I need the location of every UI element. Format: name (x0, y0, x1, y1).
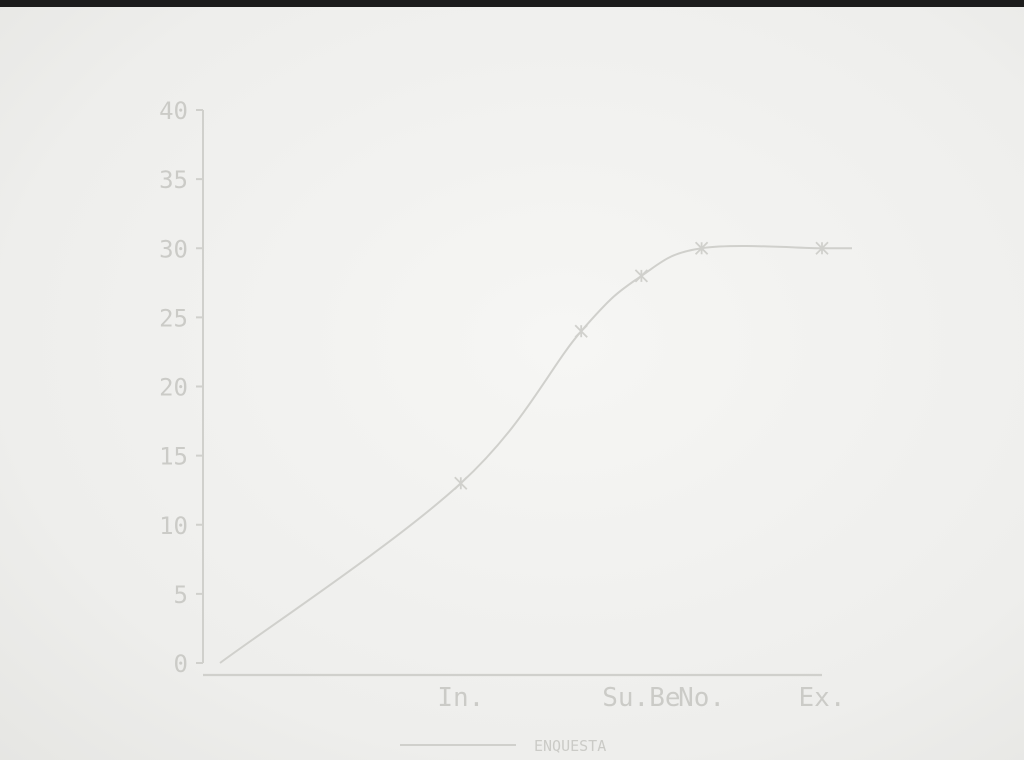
legend: ENQUESTA (400, 737, 606, 755)
y-tick-label: 35 (159, 166, 188, 194)
y-tick-label: 0 (174, 650, 188, 678)
y-tick-label: 15 (159, 443, 188, 471)
y-tick-label: 40 (159, 97, 188, 125)
y-axis-ticks: 0 5 10 15 20 25 30 35 40 (159, 97, 203, 678)
y-tick-label: 5 (174, 581, 188, 609)
y-tick-label: 20 (159, 374, 188, 402)
series-line-enquesta (219, 245, 852, 664)
data-point-marker (815, 241, 829, 255)
x-tick-label: Ex. (799, 683, 846, 713)
y-tick-label: 10 (159, 512, 188, 540)
y-tick-label: 25 (159, 304, 188, 332)
data-point-marker (634, 269, 649, 283)
data-point-marker (694, 241, 709, 255)
series-layer (219, 241, 852, 664)
y-tick-label: 30 (159, 235, 188, 263)
x-tick-label: No. (678, 683, 725, 713)
data-point-marker (574, 324, 588, 338)
top-dark-border (0, 0, 1024, 7)
x-tick-label: Su.Be (602, 683, 680, 713)
legend-label: ENQUESTA (534, 737, 606, 755)
x-tick-label: In. (437, 683, 484, 713)
data-point-marker (454, 476, 468, 490)
chart-axes (202, 110, 822, 677)
